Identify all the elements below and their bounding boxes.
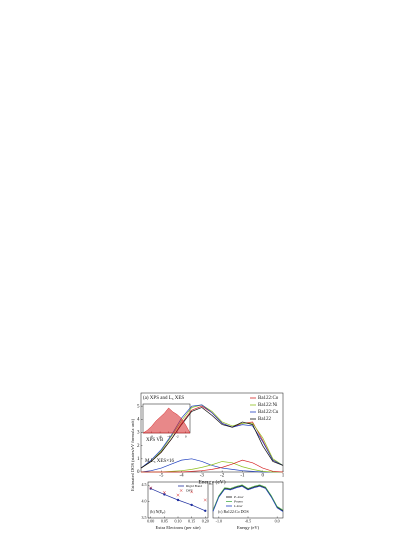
x-tick-label: 0.05 — [161, 518, 168, 523]
x-tick-label: -2 — [176, 434, 179, 438]
x-tick-label: 0.00 — [147, 518, 154, 523]
x-axis-label: Energy (eV) — [237, 525, 260, 530]
point — [163, 493, 166, 496]
line — [140, 458, 283, 473]
area — [142, 407, 191, 434]
legend-label: P-4m2 — [233, 495, 244, 499]
annotation: XPS VB — [146, 438, 164, 443]
legend-label: I-4m2 — [233, 504, 243, 508]
line — [140, 404, 284, 469]
y-tick-label: 0 — [137, 470, 140, 475]
x-tick-label: -1 — [240, 474, 245, 479]
point — [176, 498, 180, 502]
point — [149, 487, 152, 490]
x-tick-label: -4 — [179, 474, 184, 479]
x-tick-label: 0.20 — [202, 518, 209, 523]
x-tick-label: -2 — [220, 474, 225, 479]
y-axis-label: Estimated DOS (states/eV formula unit) — [130, 418, 135, 491]
legend-label: Ba122 — [258, 417, 272, 422]
x-tick-label: -5 — [159, 474, 164, 479]
legend-label: Rigid Band — [186, 484, 202, 488]
x-tick-label: -4 — [167, 434, 170, 438]
x-tick-label: 0.15 — [188, 518, 195, 523]
title-text: (a) XPS and L₃ XES — [143, 396, 184, 401]
legend-label: Ba122:Co — [258, 396, 279, 401]
legend-label: Ba122:Ni — [258, 403, 278, 408]
y-tick-label: 2 — [137, 444, 140, 449]
point — [149, 486, 153, 490]
panel-title: (a) XPS and L₃ XES — [143, 396, 184, 401]
x-tick-label: -1.0 — [216, 518, 222, 523]
legend-label: Pmmn — [233, 499, 243, 503]
point — [190, 503, 193, 507]
title-text: (c) Ba122:Co DOS — [218, 509, 249, 514]
y-tick-label: 1 — [137, 457, 140, 462]
legend-label: Ba122:Cu — [258, 410, 279, 415]
x-tick-label: 0 — [185, 434, 187, 438]
title-text: (b) N(E — [150, 509, 163, 514]
annotation: M L₃ XES×16 — [145, 459, 175, 464]
x-tick-label: 0.10 — [175, 518, 182, 523]
panel-title: (b) N(EF) — [150, 509, 166, 515]
title-end: ) — [164, 509, 166, 514]
panel-title: (c) Ba122:Co DOS — [218, 509, 249, 514]
y-tick-label: 5 — [137, 404, 140, 409]
x-tick-label: -3 — [200, 474, 205, 479]
line — [140, 404, 284, 469]
line — [212, 484, 284, 511]
x-axis-label: Extra Electrons (per site) — [155, 525, 201, 530]
point — [190, 490, 194, 494]
x-tick-label: 1 — [282, 474, 285, 479]
x-tick-label: -8 — [150, 434, 153, 438]
legend-swatch — [179, 489, 183, 492]
title-sub: F — [162, 511, 164, 515]
line — [141, 459, 284, 473]
y-tick-label: 3 — [137, 431, 140, 436]
y-tick-label: 3.5 — [142, 515, 147, 520]
y-tick-label: 4 — [137, 417, 140, 422]
x-tick-label: 0.0 — [275, 518, 280, 523]
legend-label: DFT — [186, 488, 193, 492]
y-tick-label: 4.5 — [142, 482, 147, 487]
x-tick-label: -6 — [159, 434, 162, 438]
line — [140, 407, 284, 469]
point — [203, 498, 207, 502]
x-axis-label: Energy (eV) — [198, 478, 225, 485]
point — [204, 509, 207, 512]
y-tick-label: 4.0 — [142, 499, 147, 504]
x-tick-label: 0 — [261, 474, 264, 479]
x-tick-label: -0.5 — [245, 518, 251, 523]
point — [162, 490, 166, 494]
point — [176, 493, 180, 497]
line — [212, 485, 284, 512]
